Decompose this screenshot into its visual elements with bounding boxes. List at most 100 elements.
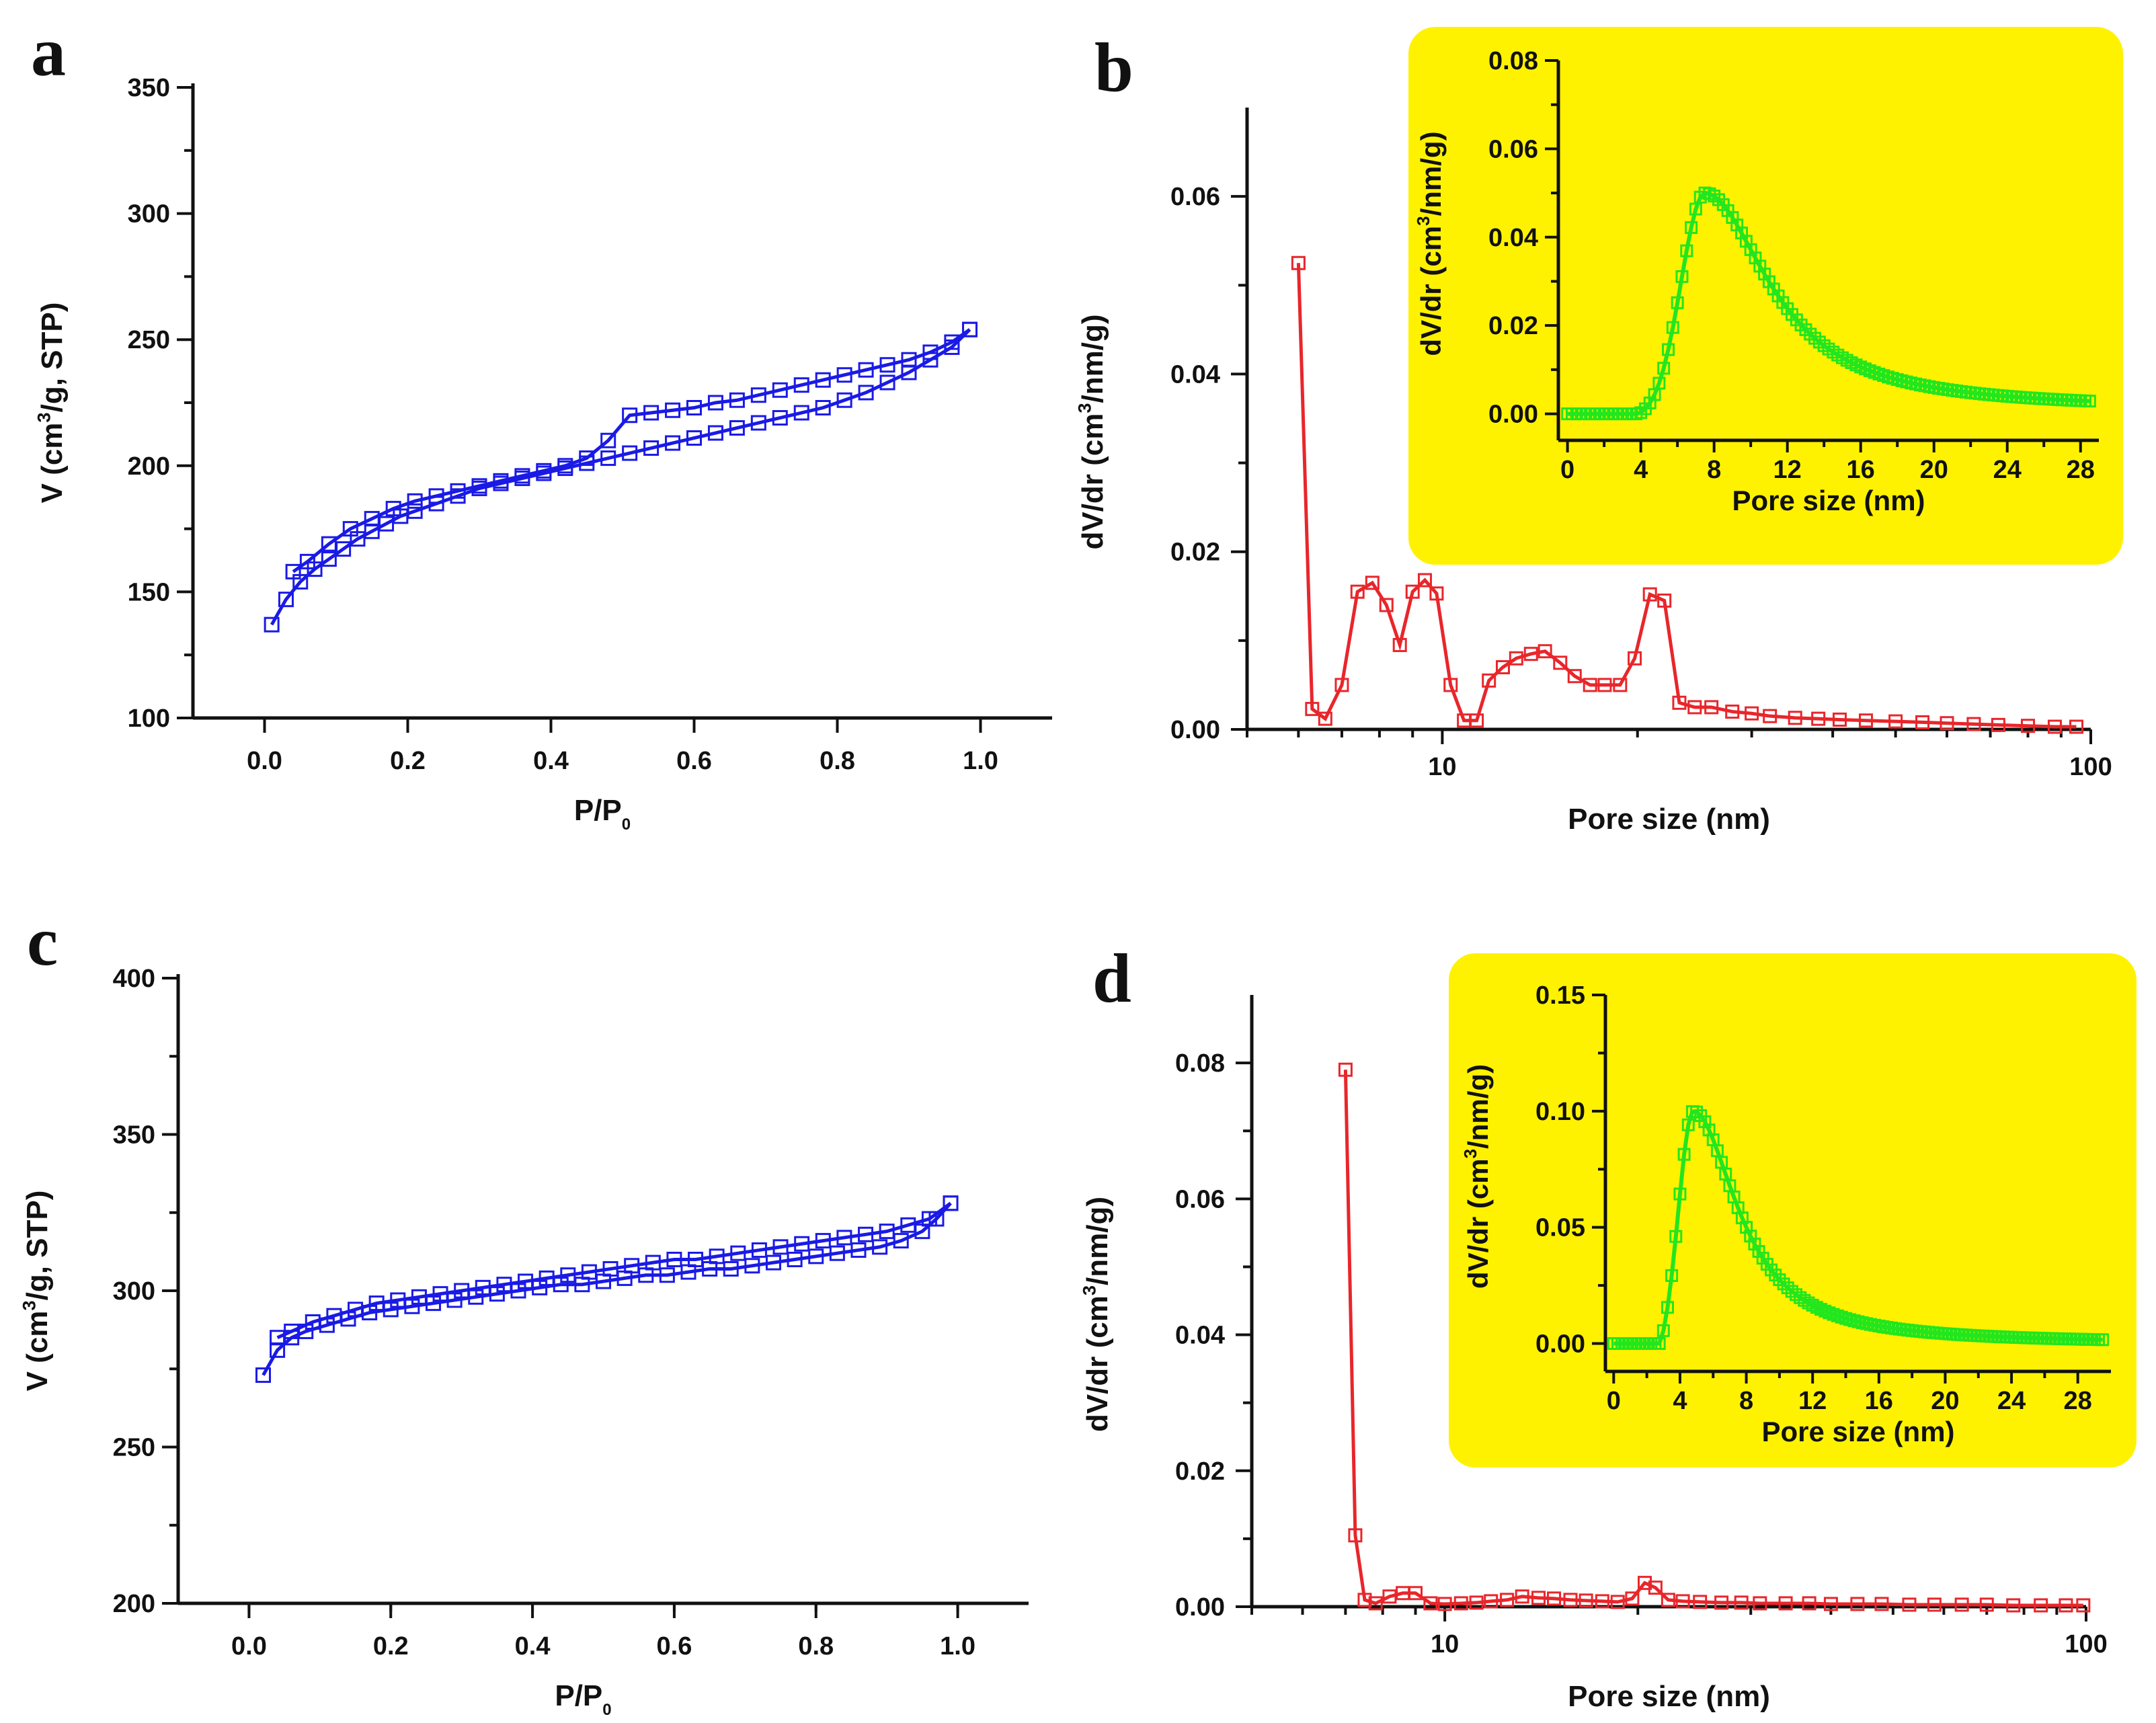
x-tick-label: 0.2 — [373, 1632, 409, 1660]
inset-x-axis-label: Pore size (nm) — [1761, 1416, 1954, 1447]
desorption-point — [471, 478, 487, 494]
inset-x-tick-label: 4 — [1673, 1387, 1687, 1415]
psd-point — [1714, 1595, 1729, 1610]
psd-point — [1531, 1591, 1546, 1605]
inset-psd-point — [1652, 1337, 1666, 1351]
psd-point — [1979, 1597, 1994, 1612]
y-axis-label-main: V (cm — [36, 423, 69, 504]
x-tick-label: 0.4 — [533, 747, 569, 775]
psd-point — [1675, 1594, 1690, 1609]
inset-psd-point — [1843, 1313, 1857, 1326]
desorption-point — [326, 1308, 342, 1324]
x-tick-label: 100 — [2069, 753, 2112, 781]
psd-point — [2059, 1598, 2073, 1613]
desorption-point — [794, 1236, 810, 1252]
desorption-point — [560, 1267, 576, 1283]
inset-psd-point — [1827, 1308, 1840, 1321]
inset-psd-point — [1689, 202, 1702, 216]
adsorption-point — [600, 450, 616, 467]
psd-point — [1693, 1595, 1708, 1609]
desorption-point — [879, 357, 895, 373]
psd-point — [1453, 1596, 1468, 1611]
y-tick-label: 0.06 — [1175, 1185, 1225, 1213]
desorption-point — [730, 1245, 746, 1261]
inset-x-tick-label: 8 — [1739, 1387, 1753, 1415]
inset-psd-point — [1814, 1303, 1828, 1316]
inset-psd-point — [1773, 1273, 1786, 1287]
desorption-point — [270, 1330, 286, 1346]
y-tick-label: 0.04 — [1170, 360, 1220, 389]
desorption-point — [411, 1289, 427, 1305]
inset-psd-point — [1662, 343, 1675, 356]
adsorption-point — [836, 392, 852, 408]
psd-point — [1902, 1597, 1917, 1612]
psd-point — [1850, 1597, 1865, 1611]
adsorption-point — [723, 1260, 739, 1277]
y-axis-label-text: dV/dr (cm3/nm/g) — [1074, 314, 1109, 549]
inset-x-tick-label: 24 — [1997, 1387, 2026, 1415]
y-tick-label: 0.06 — [1170, 183, 1220, 211]
inset-psd-point — [1681, 1118, 1695, 1131]
psd-point — [1318, 711, 1332, 726]
inset-psd-point — [1740, 1221, 1753, 1234]
y-axis-label: V (cm3/g, STP) — [33, 303, 69, 504]
inset-psd-point — [1806, 1298, 1819, 1312]
inset-y-tick-label: 0.00 — [1488, 401, 1538, 429]
inset-psd-point — [1752, 1245, 1765, 1258]
y-axis-label-main: dV/dr (cm — [1415, 226, 1447, 356]
psd-point — [1954, 1597, 1969, 1612]
desorption-point — [858, 362, 874, 378]
psd-point — [1553, 655, 1568, 670]
inset-b: 0 4 8 12 16 20 24 28 0.00 0.02 0.04 0.06 0.08 Pore si… — [1408, 27, 2123, 565]
psd-point — [1482, 673, 1496, 688]
desorption-point — [342, 521, 358, 537]
y-tick-label: 0.02 — [1175, 1457, 1225, 1486]
adsorption-line — [270, 328, 971, 626]
desorption-point — [688, 1252, 704, 1267]
inset-x-tick-label: 20 — [1931, 1387, 1959, 1415]
x-axis-label-sub: 0 — [602, 1701, 611, 1719]
psd-point — [1469, 1595, 1484, 1610]
desorption-point — [962, 321, 978, 337]
inset-psd-point — [1735, 1211, 1749, 1225]
adsorption-point — [772, 410, 788, 426]
psd-point — [1940, 716, 1954, 731]
y-axis-label-tail: /g, STP) — [21, 1191, 54, 1301]
y-axis-label: dV/dr (cm3/nm/g) — [1413, 131, 1447, 356]
x-axis-label: Pore size (nm) — [1568, 803, 1770, 836]
x-tick-label: 1.0 — [940, 1632, 975, 1660]
inset-y-tick-label: 0.08 — [1488, 47, 1538, 75]
psd-point — [1927, 1597, 1942, 1612]
desorption-point — [772, 382, 788, 398]
psd-point — [1874, 1597, 1889, 1611]
inset-x-tick-label: 16 — [1847, 456, 1875, 484]
inset-background — [1449, 953, 2137, 1468]
inset-background — [1408, 27, 2123, 565]
psd-point — [1495, 660, 1510, 674]
desorption-point — [514, 468, 530, 484]
y-tick-label: 300 — [113, 1277, 155, 1306]
adsorption-point — [665, 435, 681, 451]
y-axis-label-main: V (cm — [21, 1311, 54, 1392]
psd-point — [1745, 706, 1759, 721]
desorption-point — [493, 473, 509, 489]
psd-point — [1597, 678, 1612, 692]
psd-point — [1734, 1595, 1749, 1610]
desorption-point — [793, 377, 809, 393]
desorption-point — [450, 483, 466, 499]
desorption-point — [299, 553, 315, 569]
psd-point — [1515, 1589, 1529, 1604]
inset-psd-point — [1680, 244, 1693, 257]
inset-psd-point — [1823, 1306, 1836, 1320]
psd-point — [1628, 651, 1642, 666]
y-axis-label-text: V (cm3/g, STP) — [33, 303, 69, 504]
adsorption-point — [278, 592, 294, 608]
inset-psd-point — [1715, 1156, 1728, 1169]
psd-point — [1365, 575, 1380, 590]
desorption-point — [407, 493, 423, 509]
desorption-point — [305, 1314, 321, 1330]
y-tick-label: 300 — [128, 200, 170, 229]
desorption-point — [666, 1252, 682, 1267]
inset-y-tick-label: 0.02 — [1488, 312, 1538, 340]
adsorption-point — [264, 616, 280, 633]
